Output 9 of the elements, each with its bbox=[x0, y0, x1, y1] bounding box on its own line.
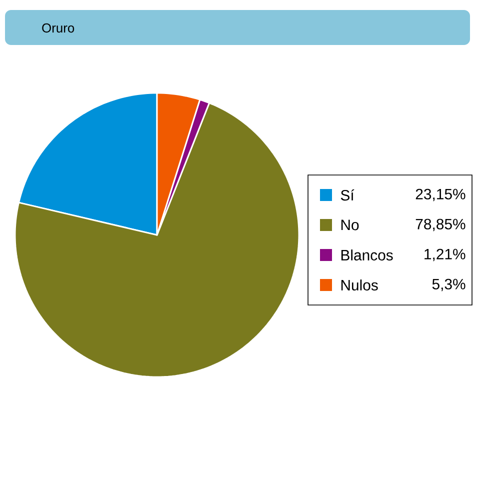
data-label: 1,21% bbox=[424, 248, 466, 262]
legend-label: Blancos bbox=[341, 250, 393, 260]
legend-label: Nulos bbox=[341, 280, 378, 290]
chart-title: Oruro bbox=[42, 23, 74, 33]
data-label: 78,85% bbox=[416, 218, 466, 232]
legend-label: Sí bbox=[340, 189, 354, 201]
data-label: 5,3% bbox=[432, 278, 466, 292]
legend-label: No bbox=[341, 220, 359, 230]
data-label: 23,15% bbox=[416, 188, 466, 202]
